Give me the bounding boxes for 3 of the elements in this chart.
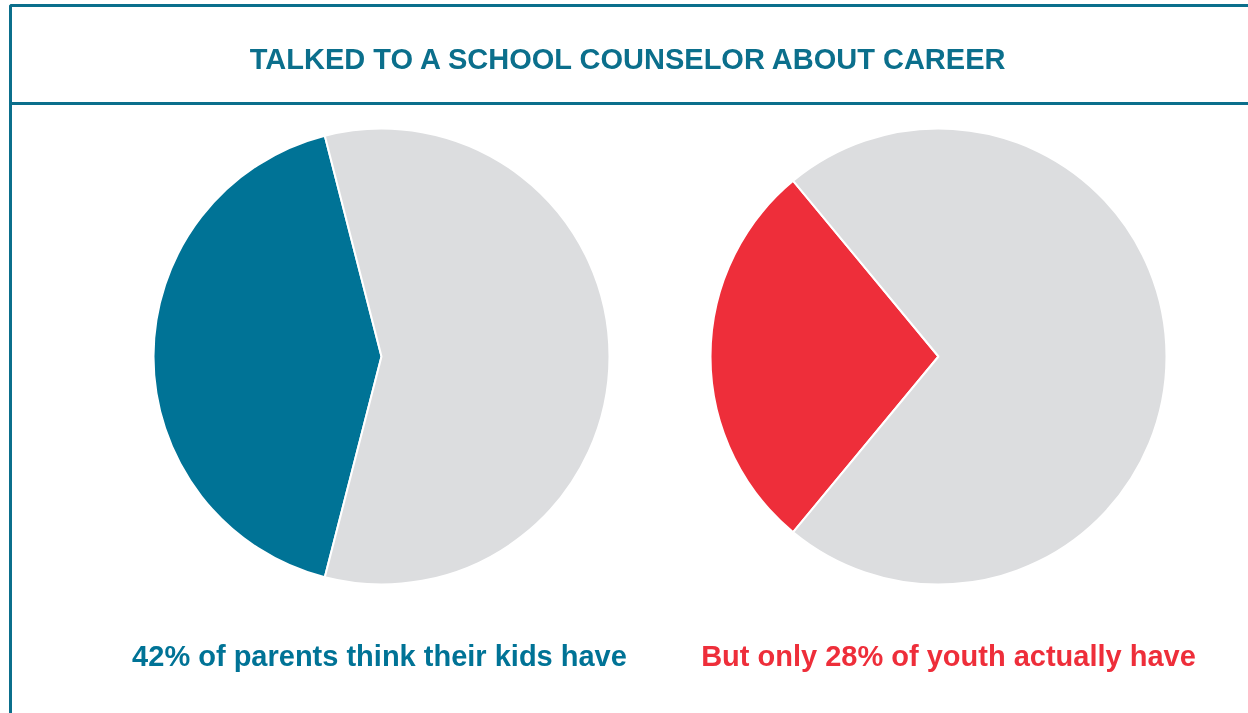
chart-title: TALKED TO A SCHOOL COUNSELOR ABOUT CAREER bbox=[249, 42, 1006, 75]
text: 42% of parents think their kids have bbox=[132, 639, 627, 672]
text: But only 28% of youth actually have bbox=[701, 639, 1196, 672]
